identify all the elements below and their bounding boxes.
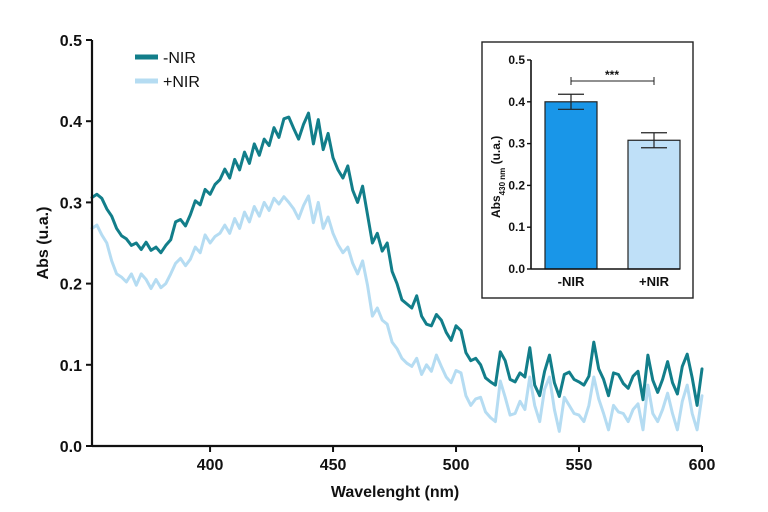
main-x-tick-label: 400 <box>197 457 224 474</box>
main-chart: 0.0 0.1 0.2 0.3 0.4 0.5 400 450 500 550 600 Wavel… <box>35 33 715 501</box>
inset-y-label-tail: (u.a.) <box>489 136 503 168</box>
inset-x-tick-label: -NIR <box>558 274 585 289</box>
main-axes <box>90 40 702 448</box>
legend-label-minus-nir: -NIR <box>163 50 196 67</box>
main-y-tick-label: 0.1 <box>60 358 82 375</box>
main-y-tick-label: 0.2 <box>60 277 82 294</box>
inset-bar-chart: 0.0 0.1 0.2 0.3 0.4 0.5 -NIR +NIR *** Abs430 n… <box>481 41 694 299</box>
main-legend: -NIR +NIR <box>135 50 200 91</box>
main-y-tick-label: 0.0 <box>60 439 82 456</box>
main-x-tick-label: 500 <box>443 457 470 474</box>
inset-y-tick-label: 0.4 <box>508 95 525 109</box>
main-y-tick-label: 0.4 <box>60 114 82 131</box>
series-line-minus-nir <box>90 111 704 407</box>
main-y-ticks: 0.0 0.1 0.2 0.3 0.4 0.5 <box>60 33 92 456</box>
inset-y-tick-label: 0.1 <box>508 220 525 234</box>
legend-label-plus-nir: +NIR <box>163 74 200 91</box>
main-x-tick-label: 600 <box>689 457 716 474</box>
inset-y-tick-label: 0.3 <box>508 137 525 151</box>
main-x-tick-label: 450 <box>320 457 347 474</box>
inset-x-ticks: -NIR +NIR <box>558 274 670 289</box>
main-y-tick-label: 0.3 <box>60 195 82 212</box>
significance-bracket: *** <box>570 68 655 85</box>
main-x-tick-label: 550 <box>566 457 593 474</box>
inset-y-label-main: Abs <box>489 195 503 218</box>
series-line-plus-nir <box>90 194 704 433</box>
inset-x-tick-label: +NIR <box>639 274 670 289</box>
main-y-tick-label: 0.5 <box>60 33 82 50</box>
main-x-ticks: 400 450 500 550 600 <box>197 446 716 474</box>
main-x-axis-label: Wavelenght (nm) <box>331 484 459 501</box>
inset-bars-layer <box>544 93 681 270</box>
inset-y-tick-label: 0.0 <box>508 262 525 276</box>
inset-y-axis-label: Abs430 nm (u.a.) <box>489 136 507 218</box>
main-y-axis-label: Abs (u.a.) <box>35 207 52 280</box>
significance-stars: *** <box>605 68 619 82</box>
main-series-layer <box>90 111 704 433</box>
inset-y-ticks: 0.0 0.1 0.2 0.3 0.4 0.5 <box>508 53 531 276</box>
inset-y-tick-label: 0.2 <box>508 178 525 192</box>
inset-y-label-subscript: 430 nm <box>498 168 507 196</box>
inset-bar-plus-nir <box>627 139 681 270</box>
inset-bar-minus-nir <box>544 101 598 270</box>
inset-y-tick-label: 0.5 <box>508 53 525 67</box>
